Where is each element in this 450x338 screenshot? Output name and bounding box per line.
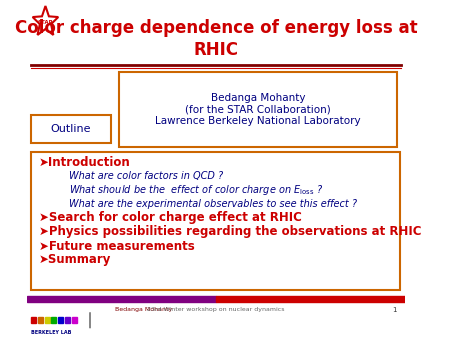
Bar [38, 317, 43, 323]
Bar [51, 317, 56, 323]
Text: Color charge dependence of energy loss at: Color charge dependence of energy loss a… [15, 19, 418, 37]
Text: What are the experimental observables to see this effect ?: What are the experimental observables to… [69, 199, 357, 209]
FancyBboxPatch shape [119, 72, 397, 147]
FancyBboxPatch shape [31, 152, 400, 290]
FancyBboxPatch shape [31, 115, 111, 143]
Text: BERKELEY LAB: BERKELEY LAB [31, 330, 72, 335]
Bar [65, 317, 70, 323]
Bar [216, 296, 405, 302]
Text: STAR: STAR [37, 20, 54, 24]
Text: ➤Physics possibilities regarding the observations at RHIC: ➤Physics possibilities regarding the obs… [39, 225, 421, 239]
Bar [45, 317, 50, 323]
Bar [27, 296, 216, 302]
Text: What should be the  effect of color charge on E$_{\mathsf{loss}}$ ?: What should be the effect of color charg… [69, 183, 323, 197]
Text: Outline: Outline [51, 124, 91, 134]
Bar [58, 317, 63, 323]
Text: Bedanga Mohanty
(for the STAR Collaboration)
Lawrence Berkeley National Laborato: Bedanga Mohanty (for the STAR Collaborat… [155, 93, 361, 126]
Text: ➤Summary: ➤Summary [39, 254, 111, 266]
Text: 23rd Winter workshop on nuclear dynamics: 23rd Winter workshop on nuclear dynamics [148, 308, 285, 313]
Bar [72, 317, 76, 323]
Text: 1: 1 [392, 307, 397, 313]
Bar [31, 317, 36, 323]
Text: What are color factors in QCD ?: What are color factors in QCD ? [69, 171, 223, 181]
Text: ➤Introduction: ➤Introduction [39, 155, 130, 169]
Text: ➤Future measurements: ➤Future measurements [39, 240, 194, 252]
Text: Bedanga Mohanty: Bedanga Mohanty [115, 308, 172, 313]
Text: ➤Search for color charge effect at RHIC: ➤Search for color charge effect at RHIC [39, 212, 302, 224]
Text: RHIC: RHIC [194, 41, 238, 59]
